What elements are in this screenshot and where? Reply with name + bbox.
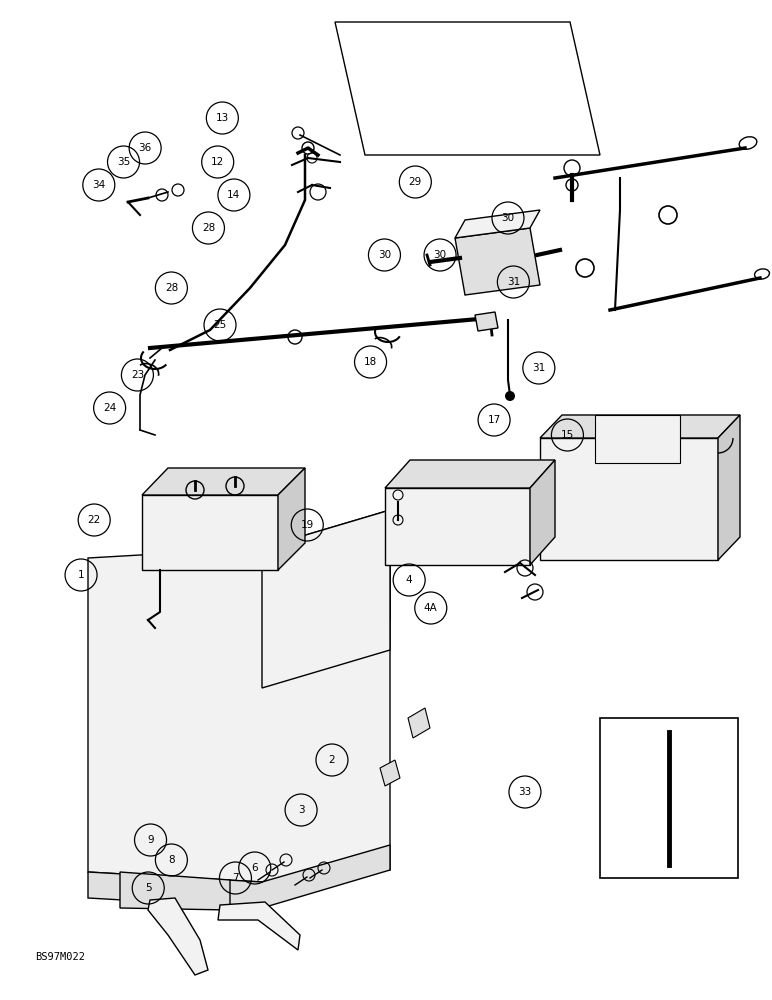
- Text: 30: 30: [433, 250, 447, 260]
- Text: 33: 33: [518, 787, 532, 797]
- Text: 31: 31: [506, 277, 520, 287]
- Text: 25: 25: [213, 320, 227, 330]
- Polygon shape: [262, 510, 390, 582]
- Text: 7: 7: [232, 873, 239, 883]
- Polygon shape: [385, 488, 530, 565]
- Polygon shape: [408, 708, 430, 738]
- Polygon shape: [455, 210, 540, 238]
- Text: 12: 12: [211, 157, 225, 167]
- Polygon shape: [540, 438, 718, 560]
- Text: 4A: 4A: [424, 603, 438, 613]
- Polygon shape: [148, 898, 208, 975]
- Polygon shape: [120, 872, 230, 910]
- Text: 24: 24: [103, 403, 117, 413]
- Polygon shape: [300, 510, 390, 648]
- Polygon shape: [718, 415, 740, 560]
- Text: 3: 3: [298, 805, 304, 815]
- Text: 17: 17: [487, 415, 501, 425]
- Polygon shape: [530, 460, 555, 565]
- Text: 30: 30: [501, 213, 515, 223]
- Polygon shape: [380, 760, 400, 786]
- Text: 23: 23: [130, 370, 144, 380]
- Text: 34: 34: [92, 180, 106, 190]
- Bar: [595, 415, 680, 463]
- Bar: [600, 718, 738, 878]
- Text: 35: 35: [117, 157, 130, 167]
- Text: 36: 36: [138, 143, 152, 153]
- Polygon shape: [142, 495, 278, 570]
- Text: 6: 6: [252, 863, 258, 873]
- Text: 28: 28: [201, 223, 215, 233]
- Text: BS97M022: BS97M022: [35, 952, 85, 962]
- Polygon shape: [262, 510, 390, 688]
- Polygon shape: [475, 312, 498, 331]
- Text: 30: 30: [378, 250, 391, 260]
- Polygon shape: [278, 468, 305, 570]
- Polygon shape: [540, 415, 740, 438]
- Text: 4: 4: [406, 575, 412, 585]
- Text: 28: 28: [164, 283, 178, 293]
- Text: 15: 15: [560, 430, 574, 440]
- Text: 1: 1: [78, 570, 84, 580]
- Text: 5: 5: [145, 883, 151, 893]
- Text: 29: 29: [408, 177, 422, 187]
- Polygon shape: [88, 548, 390, 882]
- Text: 8: 8: [168, 855, 174, 865]
- Circle shape: [505, 391, 515, 401]
- Polygon shape: [218, 902, 300, 950]
- Polygon shape: [385, 460, 555, 488]
- Text: 22: 22: [87, 515, 101, 525]
- Text: 31: 31: [532, 363, 546, 373]
- Text: 13: 13: [215, 113, 229, 123]
- Polygon shape: [142, 468, 305, 495]
- Polygon shape: [88, 845, 390, 908]
- Text: 18: 18: [364, 357, 378, 367]
- Text: 14: 14: [227, 190, 241, 200]
- Text: 2: 2: [329, 755, 335, 765]
- Text: 9: 9: [147, 835, 154, 845]
- Polygon shape: [455, 228, 540, 295]
- Text: 19: 19: [300, 520, 314, 530]
